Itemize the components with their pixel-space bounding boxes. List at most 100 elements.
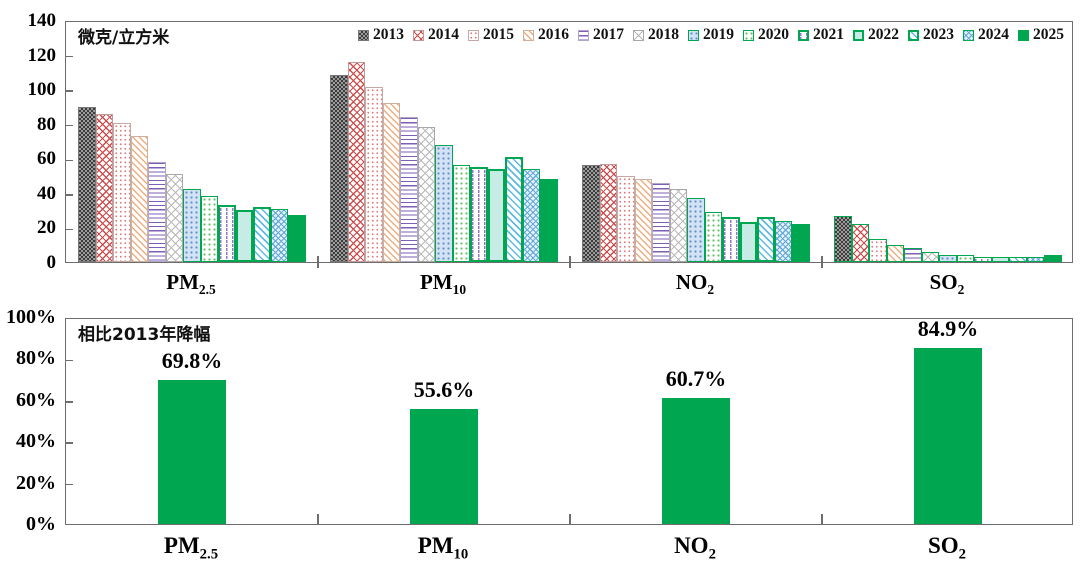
bar-2022-pm2-5 [236, 210, 254, 262]
legend-swatch-2022 [853, 30, 864, 41]
legend-item-2021: 2021 [798, 27, 844, 43]
legend-year-label: 2013 [373, 27, 404, 43]
legend-year-label: 2017 [593, 27, 624, 43]
x-axis-tick [569, 514, 571, 524]
bar-2022-no2 [740, 222, 758, 262]
bar-2018-no2 [670, 189, 688, 262]
legend-swatch-2024 [963, 30, 974, 41]
legend-swatch-2025 [1018, 30, 1029, 41]
legend-swatch-2017 [578, 30, 589, 41]
bar-2020-pm2-5 [201, 196, 219, 262]
legend-item-2017: 2017 [578, 27, 624, 43]
bar-value-label-pm2-5: 69.8% [122, 349, 262, 373]
y-tick-label-20: 20% [0, 472, 56, 494]
concentration-plot-area: 微克/立方米 201320142015201620172018201920202… [65, 21, 1073, 263]
x-axis-label-so2: SO2 [821, 270, 1073, 294]
bar-2021-pm2-5 [218, 205, 236, 262]
y-axis-tick [66, 160, 73, 162]
y-tick-label-0: 0 [0, 252, 56, 274]
legend-year-label: 2015 [483, 27, 514, 43]
pollutant-subscript: 2.5 [200, 547, 218, 563]
legend-item-2022: 2022 [853, 27, 899, 43]
x-axis-label-so2: SO2 [821, 533, 1073, 559]
bar-2019-pm10 [435, 145, 453, 263]
x-axis-tick [569, 256, 571, 268]
legend-item-2015: 2015 [468, 27, 514, 43]
bar-2016-no2 [635, 179, 653, 262]
legend: 2013201420152016201720182019202020212022… [358, 27, 1064, 43]
legend-year-label: 2019 [703, 27, 734, 43]
legend-item-2016: 2016 [523, 27, 569, 43]
y-axis-tick [66, 56, 73, 58]
y-tick-label-60: 60 [0, 148, 56, 170]
y-axis-tick [66, 194, 73, 196]
legend-year-label: 2018 [648, 27, 679, 43]
x-axis-label-pm2-5: PM2.5 [65, 533, 317, 559]
pollutant-subscript: 2 [958, 282, 965, 297]
bar-2014-no2 [600, 164, 618, 262]
legend-year-label: 2021 [813, 27, 844, 43]
bar-value-label-no2: 60.7% [626, 367, 766, 391]
legend-year-label: 2025 [1033, 27, 1064, 43]
bar-group-pm2-5 [78, 107, 306, 262]
bar-2014-so2 [852, 224, 870, 262]
bar-2019-no2 [687, 198, 705, 262]
bar-2013-no2 [582, 165, 600, 262]
pollutant-symbol: SO [930, 270, 958, 294]
reduction-bar-pm2-5 [158, 380, 226, 525]
bar-2019-so2 [939, 255, 957, 262]
legend-swatch-2019 [688, 30, 699, 41]
y-tick-label-140: 140 [0, 10, 56, 32]
bar-2013-pm10 [330, 75, 348, 262]
pollutant-subscript: 10 [454, 547, 469, 563]
pollutant-symbol: PM [166, 270, 199, 294]
legend-year-label: 2020 [758, 27, 789, 43]
bar-2024-no2 [775, 221, 793, 263]
legend-swatch-2021 [798, 30, 809, 41]
pollutant-subscript: 2 [707, 282, 714, 297]
legend-swatch-2018 [633, 30, 644, 41]
y-tick-label-80: 80% [0, 347, 56, 369]
y-tick-label-100: 100% [0, 306, 56, 328]
y-tick-label-80: 80 [0, 114, 56, 136]
bar-2018-pm10 [418, 127, 436, 262]
bar-2023-no2 [757, 217, 775, 262]
y-axis-tick [66, 442, 73, 444]
legend-swatch-2020 [743, 30, 754, 41]
bar-2024-so2 [1027, 257, 1045, 262]
legend-year-label: 2022 [868, 27, 899, 43]
legend-swatch-2015 [468, 30, 479, 41]
legend-item-2023: 2023 [908, 27, 954, 43]
bar-2021-pm10 [470, 167, 488, 262]
bar-value-label-pm10: 55.6% [374, 378, 514, 402]
pollutant-subscript: 2.5 [199, 282, 216, 297]
y-axis-tick [66, 401, 73, 403]
bar-2016-pm2-5 [131, 136, 149, 262]
bar-2022-so2 [992, 257, 1010, 262]
bar-2014-pm2-5 [96, 114, 114, 263]
y-tick-label-120: 120 [0, 45, 56, 67]
pollutant-subscript: 2 [709, 547, 716, 563]
bar-2016-so2 [887, 245, 905, 262]
x-axis-label-no2: NO2 [569, 533, 821, 559]
y-axis-tick [66, 484, 73, 486]
x-axis-label-no2: NO2 [569, 270, 821, 294]
pollutant-symbol: PM [418, 533, 454, 558]
legend-item-2019: 2019 [688, 27, 734, 43]
reduction-plot-area: 相比2013年降幅 69.8%55.6%60.7%84.9% [65, 318, 1073, 525]
bar-2021-so2 [974, 257, 992, 262]
air-quality-dashboard: 微克/立方米 201320142015201620172018201920202… [0, 0, 1080, 563]
bar-2015-so2 [869, 239, 887, 262]
reduction-title: 相比2013年降幅 [78, 325, 210, 345]
bar-2021-no2 [722, 217, 740, 262]
legend-year-label: 2023 [923, 27, 954, 43]
x-axis-tick [821, 514, 823, 524]
x-axis-label-pm10: PM10 [317, 533, 569, 559]
bar-2017-pm2-5 [148, 162, 166, 262]
bar-2015-pm10 [365, 87, 383, 262]
bar-2025-no2 [792, 224, 810, 262]
bar-2020-no2 [705, 212, 723, 262]
reduction-bar-pm10 [410, 409, 478, 524]
bar-2020-so2 [957, 255, 975, 262]
bar-2014-pm10 [348, 62, 366, 262]
